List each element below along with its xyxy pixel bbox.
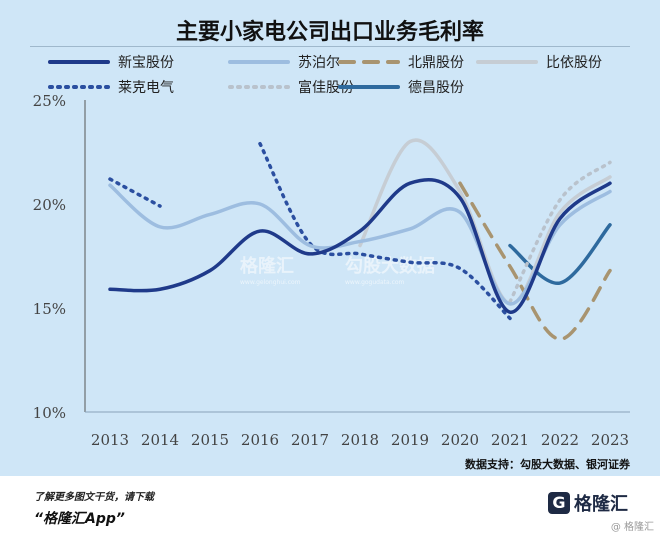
series-line [458, 181, 612, 341]
watermark-gogudata-url: www.gogudata.com [345, 279, 405, 286]
x-tick-label: 2013 [91, 431, 129, 449]
x-tick-label: 2017 [291, 431, 329, 449]
y-tick-label: 25% [33, 92, 66, 110]
footer-banner: 了解更多图文干货，请下载 “格隆汇App” G 格隆汇 @ 格隆汇 [0, 476, 660, 537]
legend-label: 苏泊尔 [298, 55, 340, 71]
watermark-gelonghui-url: www.gelonghui.com [240, 279, 301, 286]
footer-promo-text: 了解更多图文干货，请下载 [34, 492, 154, 503]
series-line [108, 177, 612, 314]
legend-label: 北鼎股份 [408, 55, 464, 71]
data-source: 数据支持：勾股大数据、银河证券 [465, 458, 630, 471]
x-tick-label: 2023 [591, 431, 629, 449]
x-tick-label: 2018 [341, 431, 379, 449]
title-divider [30, 46, 630, 47]
series-line [108, 183, 612, 306]
footer-app-name: “格隆汇App” [34, 511, 125, 527]
watermark-gogudata: 勾股大数据 [345, 255, 435, 277]
watermarks: 格隆汇 www.gelonghui.com 勾股大数据 www.gogudata… [240, 255, 435, 286]
legend-label: 新宝股份 [118, 55, 174, 71]
series-group [108, 138, 612, 341]
y-tick-label: 15% [33, 300, 66, 318]
legend-label: 富佳股份 [298, 79, 354, 96]
series-line [258, 141, 512, 321]
axes: 10% 15% 20% 25% 2013 2014 2015 2016 2017 2018 2019… [33, 92, 630, 449]
x-tick-label: 2022 [541, 431, 579, 449]
gelonghui-logo-icon: G [548, 492, 570, 514]
y-tick-label: 20% [33, 196, 66, 214]
series-line [108, 177, 162, 208]
watermark-gelonghui: 格隆汇 [240, 255, 294, 277]
legend-label: 莱克电气 [118, 80, 174, 96]
legend-label: 德昌股份 [408, 80, 464, 96]
series-line [508, 223, 612, 285]
x-tick-label: 2016 [241, 431, 279, 449]
y-tick-label: 10% [33, 404, 66, 422]
series-line [508, 160, 612, 304]
x-tick-label: 2015 [191, 431, 229, 449]
chart-title: 主要小家电公司出口业务毛利率 [175, 20, 484, 45]
x-tick-label: 2019 [391, 431, 429, 449]
legend-label: 比依股份 [546, 55, 602, 71]
x-tick-label: 2020 [441, 431, 479, 449]
gelonghui-logo-text: 格隆汇 [574, 494, 628, 515]
x-tick-label: 2021 [491, 431, 529, 449]
corner-watermark: @ 格隆汇 [610, 522, 654, 533]
x-tick-label: 2014 [141, 431, 179, 449]
